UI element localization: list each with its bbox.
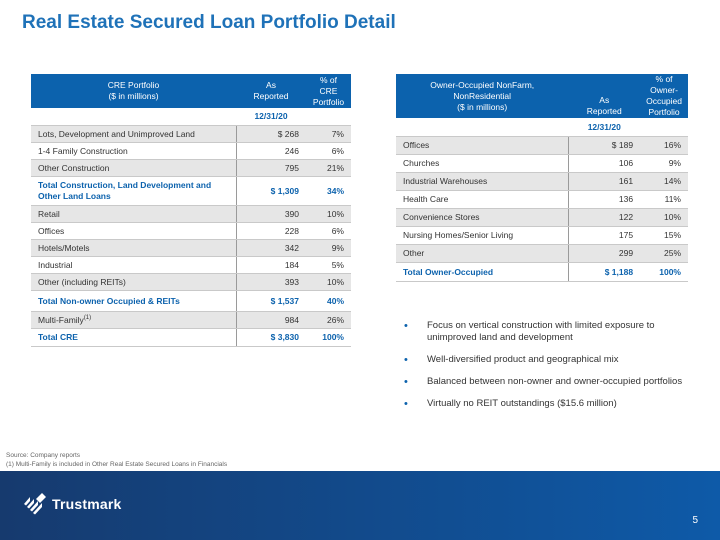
bullet-icon: • bbox=[404, 398, 408, 410]
oo-header-as-reported: As Reported bbox=[568, 74, 641, 118]
table-row: Other 299 25% bbox=[396, 244, 688, 263]
table-row-total: Total Owner-Occupied $ 1,188 100% bbox=[396, 262, 688, 282]
footnotes: Source: Company reports (1) Multi-Family… bbox=[6, 452, 227, 469]
bullet-item: • Balanced between non-owner and owner-o… bbox=[404, 376, 683, 388]
cre-portfolio-table: CRE Portfolio ($ in millions) As Reporte… bbox=[31, 74, 351, 347]
table-row: 1-4 Family Construction 246 6% bbox=[31, 142, 351, 160]
table-row-total: Total CRE $ 3,830 100% bbox=[31, 328, 351, 347]
oo-date: 12/31/20 bbox=[568, 118, 641, 137]
brand-name: Trustmark bbox=[52, 496, 122, 512]
oo-header-pct: % of Owner- Occupied Portfolio bbox=[640, 74, 688, 118]
footnote-1: (1) Multi-Family is included in Other Re… bbox=[6, 460, 228, 468]
table-row: Industrial 184 5% bbox=[31, 256, 351, 274]
table-row: Offices 228 6% bbox=[31, 222, 351, 240]
table-row: Hotels/Motels 342 9% bbox=[31, 239, 351, 257]
cre-date: 12/31/20 bbox=[236, 108, 306, 126]
cre-header-pct: % of CRE Portfolio bbox=[306, 74, 351, 108]
page-title: Real Estate Secured Loan Portfolio Detai… bbox=[22, 12, 396, 33]
trustmark-logo-icon bbox=[24, 493, 46, 515]
oo-header-portfolio: Owner-Occupied NonFarm, NonResidential (… bbox=[396, 74, 569, 118]
table-row: Multi-Family(1) 984 26% bbox=[31, 311, 351, 329]
bullet-item: • Well-diversified product and geographi… bbox=[404, 354, 619, 366]
bullet-item: • Focus on vertical construction with li… bbox=[404, 320, 655, 343]
table-row: Convenience Stores 122 10% bbox=[396, 208, 688, 227]
owner-occupied-table: Owner-Occupied NonFarm, NonResidential (… bbox=[396, 74, 688, 282]
cre-header-portfolio: CRE Portfolio ($ in millions) bbox=[31, 74, 236, 108]
bullet-icon: • bbox=[404, 320, 408, 332]
table-row: Offices $ 189 16% bbox=[396, 136, 688, 155]
bullet-list: • Focus on vertical construction with li… bbox=[398, 320, 698, 420]
table-row: Health Care 136 11% bbox=[396, 190, 688, 209]
bullet-item: • Virtually no REIT outstandings ($15.6 … bbox=[404, 398, 617, 410]
footer-bar: Trustmark 5 bbox=[0, 471, 720, 540]
bullet-icon: • bbox=[404, 354, 408, 366]
table-row: Churches 106 9% bbox=[396, 154, 688, 173]
table-row-total: Total Construction, Land Development and… bbox=[31, 176, 351, 206]
table-row-total: Total Non-owner Occupied & REITs $ 1,537… bbox=[31, 290, 351, 312]
table-row: Industrial Warehouses 161 14% bbox=[396, 172, 688, 191]
source-note: Source: Company reports bbox=[6, 452, 81, 459]
page-number: 5 bbox=[692, 515, 698, 526]
table-row: Nursing Homes/Senior Living 175 15% bbox=[396, 226, 688, 245]
table-row: Other (including REITs) 393 10% bbox=[31, 273, 351, 291]
cre-header-as-reported: As Reported bbox=[236, 74, 306, 108]
table-row: Other Construction 795 21% bbox=[31, 159, 351, 177]
table-row: Retail 390 10% bbox=[31, 205, 351, 223]
trustmark-logo: Trustmark bbox=[22, 491, 122, 517]
bullet-icon: • bbox=[404, 376, 408, 388]
table-row: Lots, Development and Unimproved Land $ … bbox=[31, 125, 351, 143]
